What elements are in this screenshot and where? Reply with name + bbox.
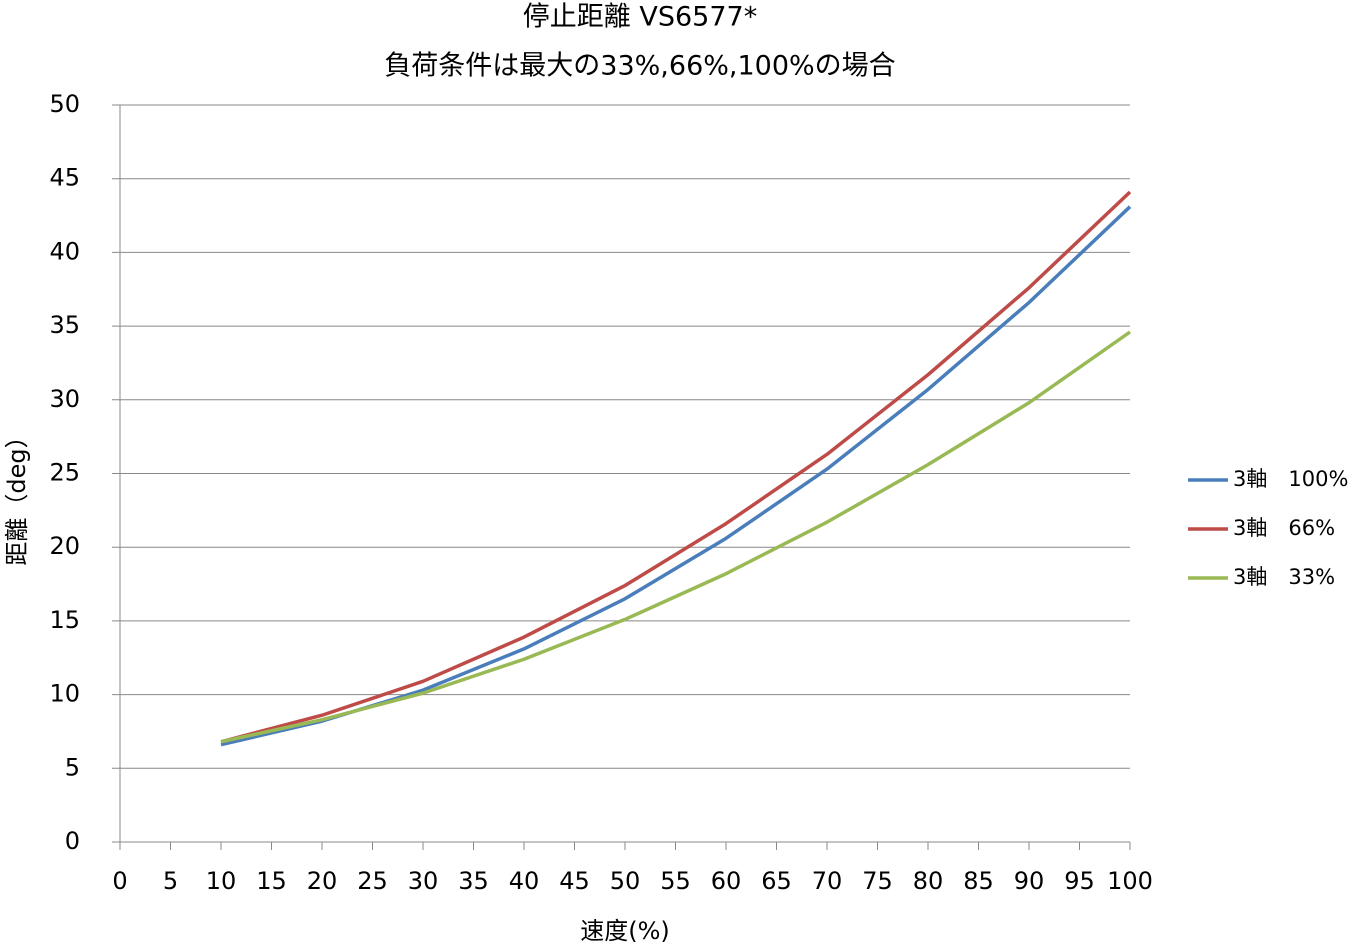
series-line xyxy=(220,205,1132,747)
x-tick-label: 80 xyxy=(913,867,944,895)
y-tick-label: 45 xyxy=(49,164,80,192)
chart-subtitle: 負荷条件は最大の33%,66%,100%の場合 xyxy=(384,51,895,82)
x-tick-label: 30 xyxy=(408,867,439,895)
x-tick-label: 50 xyxy=(610,867,641,895)
legend-label: 3軸 33% xyxy=(1233,565,1335,589)
x-tick-label: 55 xyxy=(660,867,691,895)
legend-label: 3軸 66% xyxy=(1233,516,1335,540)
x-tick-label: 100 xyxy=(1107,867,1153,895)
x-axis-label: 速度(%) xyxy=(580,917,670,945)
x-tick-label: 45 xyxy=(559,867,590,895)
y-tick-label: 40 xyxy=(49,237,80,265)
y-tick-label: 5 xyxy=(65,753,80,781)
x-tick-label: 25 xyxy=(357,867,388,895)
y-axis-label: 距離（deg） xyxy=(3,424,31,565)
x-tick-label: 75 xyxy=(862,867,893,895)
y-tick-label: 50 xyxy=(49,90,80,118)
series-line xyxy=(220,190,1132,744)
y-tick-label: 15 xyxy=(49,606,80,634)
x-tick-label: 70 xyxy=(812,867,843,895)
x-tick-label: 20 xyxy=(307,867,338,895)
x-tick-label: 5 xyxy=(163,867,178,895)
x-tick-label: 15 xyxy=(256,867,287,895)
y-tick-label: 0 xyxy=(65,827,80,855)
y-tick-label: 10 xyxy=(49,680,80,708)
y-tick-label: 30 xyxy=(49,385,80,413)
chart-title: 停止距離 VS6577* xyxy=(523,2,757,33)
series-line xyxy=(220,330,1132,744)
y-tick-label: 20 xyxy=(49,532,80,560)
x-tick-label: 10 xyxy=(206,867,237,895)
y-tick-label: 25 xyxy=(49,459,80,487)
x-tick-label: 35 xyxy=(458,867,489,895)
legend-label: 3軸 100% xyxy=(1233,467,1348,491)
y-tick-label: 35 xyxy=(49,311,80,339)
x-tick-label: 85 xyxy=(963,867,994,895)
x-tick-label: 40 xyxy=(509,867,540,895)
x-tick-label: 0 xyxy=(112,867,127,895)
x-tick-label: 65 xyxy=(761,867,792,895)
x-tick-label: 90 xyxy=(1014,867,1045,895)
x-tick-label: 60 xyxy=(711,867,742,895)
x-tick-label: 95 xyxy=(1064,867,1095,895)
